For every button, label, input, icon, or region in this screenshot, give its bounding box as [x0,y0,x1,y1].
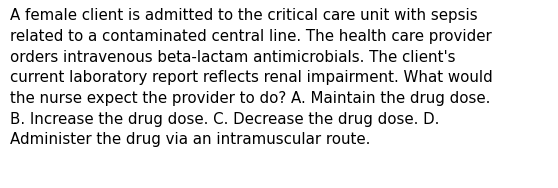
Text: A female client is admitted to the critical care unit with sepsis
related to a c: A female client is admitted to the criti… [10,8,493,147]
